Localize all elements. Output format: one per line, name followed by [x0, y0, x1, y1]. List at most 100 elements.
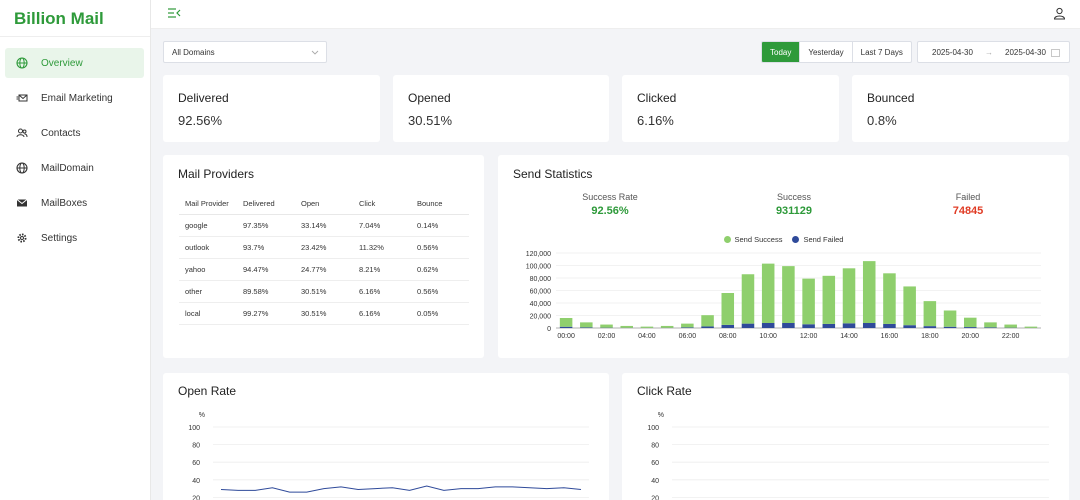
cell: 0.56% — [411, 280, 469, 303]
bar-success — [862, 261, 876, 323]
bar-failed — [559, 326, 573, 328]
chevron-down-icon — [311, 50, 319, 55]
bar-failed — [782, 323, 795, 328]
cell: 0.14% — [411, 214, 469, 237]
last-7-days-button[interactable]: Last 7 Days — [851, 42, 911, 62]
legend-send-failed[interactable]: Send Failed — [792, 235, 843, 244]
y-tick-label: 40,000 — [530, 301, 552, 308]
panel-title: Mail Providers — [178, 167, 255, 181]
sidebar-item-label: Contacts — [41, 127, 81, 139]
y-tick-label: 20,000 — [530, 314, 552, 321]
domain-select[interactable]: All Domains — [163, 41, 327, 63]
stat-card-clicked: Clicked 6.16% — [622, 75, 839, 142]
providers-table: Mail Provider Delivered Open Click Bounc… — [179, 193, 469, 325]
bar-success — [681, 323, 694, 328]
bar-failed — [923, 326, 937, 328]
legend-label: Send Success — [734, 235, 783, 244]
bar-success — [964, 317, 977, 328]
bar-success — [984, 322, 997, 328]
y-tick-label: 80 — [192, 443, 200, 450]
sidebar-item-mailboxes[interactable]: MailBoxes — [5, 188, 144, 218]
bar-success — [640, 326, 654, 328]
column-header: Open — [295, 193, 353, 215]
yesterday-button[interactable]: Yesterday — [799, 42, 851, 62]
panel-title: Open Rate — [178, 384, 237, 398]
bar-success — [943, 310, 957, 327]
bar-failed — [883, 323, 896, 328]
sidebar-item-maildomain[interactable]: MailDomain — [5, 153, 144, 183]
cell: 6.16% — [353, 280, 411, 303]
column-header: Delivered — [237, 193, 295, 215]
send-statistics-panel: Send Statistics Success Rate 92.56% Succ… — [498, 155, 1069, 358]
success-kpi: Success 931129 — [734, 192, 854, 217]
sidebar-item-email-marketing[interactable]: Email Marketing — [5, 83, 144, 113]
sidebar-item-contacts[interactable]: Contacts — [5, 118, 144, 148]
bar-success — [1004, 324, 1017, 328]
bar-success — [903, 286, 916, 326]
sidebar-item-label: Email Marketing — [41, 92, 113, 104]
bar-success — [600, 324, 613, 328]
arrow-right-icon: → — [985, 48, 993, 57]
legend-send-success[interactable]: Send Success — [723, 235, 783, 244]
y-axis-unit: % — [199, 412, 205, 419]
cell: 97.35% — [237, 214, 295, 237]
stat-value: 30.51% — [408, 113, 453, 128]
click-rate-chart: % 20 40 60 80 100 — [647, 412, 1049, 500]
column-header: Click — [353, 193, 411, 215]
today-button[interactable]: Today — [762, 42, 800, 62]
bar-failed — [842, 323, 856, 328]
cell: 7.04% — [353, 214, 411, 237]
legend-dot — [792, 236, 800, 243]
users-icon — [16, 127, 28, 139]
bar-success — [559, 318, 573, 327]
bar-success — [741, 274, 755, 324]
y-tick-label: 80 — [651, 443, 659, 450]
cell: 24.77% — [295, 258, 353, 281]
cell: 0.05% — [411, 302, 469, 325]
cell: 8.21% — [353, 258, 411, 281]
calendar-icon — [1051, 49, 1060, 57]
bar-success — [580, 322, 593, 328]
stat-title: Clicked — [637, 91, 677, 105]
y-tick-label: 0 — [547, 326, 551, 333]
bar-failed — [802, 324, 815, 328]
bar-failed — [943, 326, 957, 328]
stat-title: Opened — [408, 91, 451, 105]
cell: 93.7% — [237, 236, 295, 259]
sidebar-item-label: MailDomain — [41, 162, 94, 174]
menu-collapse-icon[interactable] — [167, 7, 181, 19]
bar-failed — [741, 323, 755, 328]
cell: 11.32% — [353, 236, 411, 259]
series-line — [220, 485, 582, 493]
sidebar-item-label: Overview — [41, 57, 83, 69]
bar-failed — [984, 327, 997, 328]
sidebar-item-label: MailBoxes — [41, 197, 88, 209]
x-tick-label: 20:00 — [962, 333, 980, 340]
table-header-row: Mail Provider Delivered Open Click Bounc… — [179, 193, 469, 215]
legend-label: Send Failed — [803, 235, 844, 244]
sidebar-item-settings[interactable]: Settings — [5, 223, 144, 253]
y-axis-unit: % — [658, 412, 664, 419]
sidebar-nav: Overview Email Marketing Contacts MailDo… — [0, 37, 150, 253]
stat-value: 6.16% — [637, 113, 674, 128]
cell: 89.58% — [237, 280, 295, 303]
bar-success — [802, 278, 815, 325]
table-row: yahoo 94.47% 24.77% 8.21% 0.62% — [179, 258, 469, 281]
end-date: 2025-04-30 — [1005, 48, 1046, 57]
cell: google — [179, 214, 237, 237]
stat-value: 92.56% — [178, 113, 223, 128]
failed-kpi: Failed 74845 — [908, 192, 1028, 217]
date-range-picker[interactable]: 2025-04-30 → 2025-04-30 — [917, 41, 1070, 63]
x-tick-label: 10:00 — [759, 333, 777, 340]
bar-failed — [761, 323, 775, 328]
kpi-label: Success Rate — [582, 192, 638, 202]
user-icon[interactable] — [1053, 7, 1066, 20]
stat-card-bounced: Bounced 0.8% — [852, 75, 1069, 142]
x-tick-label: 14:00 — [840, 333, 858, 340]
cell: 23.42% — [295, 236, 353, 259]
sidebar-item-overview[interactable]: Overview — [5, 48, 144, 78]
send-statistics-chart: 0 20,000 40,000 60,000 80,000 100,000 120,000 0… — [526, 251, 1041, 340]
x-tick-label: 02:00 — [598, 333, 616, 340]
bar-success — [822, 275, 836, 324]
bar-success — [842, 268, 856, 324]
